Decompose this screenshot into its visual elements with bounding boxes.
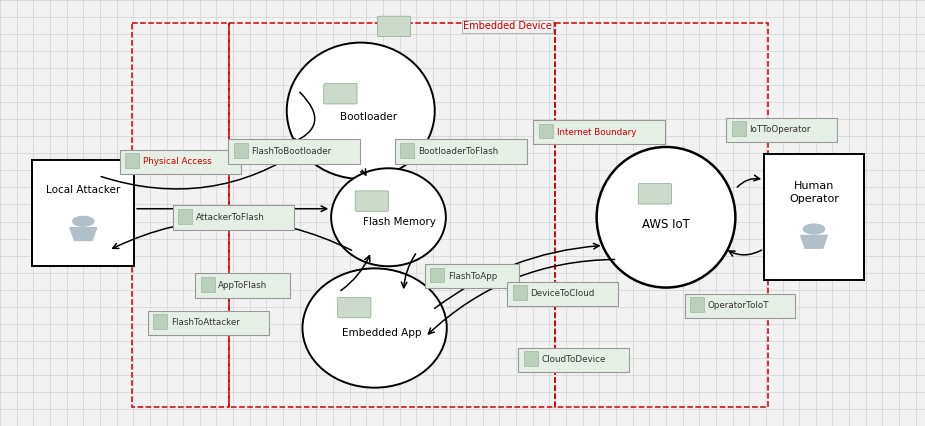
Text: BootloaderToFlash: BootloaderToFlash xyxy=(418,147,498,156)
Text: Embedded Device: Embedded Device xyxy=(463,21,552,32)
FancyBboxPatch shape xyxy=(148,311,268,335)
FancyBboxPatch shape xyxy=(355,191,388,211)
FancyBboxPatch shape xyxy=(228,139,360,164)
Text: AppToFlash: AppToFlash xyxy=(218,281,267,290)
FancyBboxPatch shape xyxy=(539,124,553,138)
Circle shape xyxy=(73,216,93,226)
Text: Flash Memory: Flash Memory xyxy=(364,217,436,227)
FancyBboxPatch shape xyxy=(684,294,796,318)
FancyBboxPatch shape xyxy=(401,143,414,158)
Text: Physical Access: Physical Access xyxy=(142,157,212,167)
Text: AWS IoT: AWS IoT xyxy=(642,219,690,231)
Text: DeviceToCloud: DeviceToCloud xyxy=(530,289,595,299)
Text: OperatorToIoT: OperatorToIoT xyxy=(708,301,770,311)
FancyBboxPatch shape xyxy=(638,184,672,204)
Text: IoTToOperator: IoTToOperator xyxy=(749,125,811,135)
FancyBboxPatch shape xyxy=(234,143,248,158)
FancyBboxPatch shape xyxy=(178,209,192,224)
FancyBboxPatch shape xyxy=(154,314,167,329)
Ellipse shape xyxy=(331,168,446,266)
FancyBboxPatch shape xyxy=(512,285,526,300)
FancyBboxPatch shape xyxy=(201,277,215,292)
Text: Local Attacker: Local Attacker xyxy=(46,184,120,195)
Text: Human
Operator: Human Operator xyxy=(789,181,839,204)
FancyBboxPatch shape xyxy=(430,268,444,282)
Polygon shape xyxy=(801,236,827,248)
Ellipse shape xyxy=(287,43,435,179)
FancyBboxPatch shape xyxy=(507,282,618,306)
Polygon shape xyxy=(70,228,96,240)
FancyBboxPatch shape xyxy=(425,264,519,288)
FancyBboxPatch shape xyxy=(726,118,837,142)
Text: FlashToBootloader: FlashToBootloader xyxy=(252,147,331,156)
Circle shape xyxy=(804,224,824,234)
FancyBboxPatch shape xyxy=(764,155,864,280)
FancyBboxPatch shape xyxy=(32,160,134,266)
Ellipse shape xyxy=(597,147,735,288)
FancyBboxPatch shape xyxy=(172,205,294,230)
FancyBboxPatch shape xyxy=(338,297,371,318)
Text: CloudToDevice: CloudToDevice xyxy=(541,355,606,365)
Text: FlashToAttacker: FlashToAttacker xyxy=(170,318,240,328)
FancyBboxPatch shape xyxy=(395,139,526,164)
FancyBboxPatch shape xyxy=(534,120,665,144)
FancyBboxPatch shape xyxy=(126,153,140,168)
FancyBboxPatch shape xyxy=(690,297,704,312)
FancyBboxPatch shape xyxy=(377,16,411,37)
Text: FlashToApp: FlashToApp xyxy=(448,271,497,281)
Text: Bootloader: Bootloader xyxy=(339,112,397,122)
Text: Internet Boundary: Internet Boundary xyxy=(557,127,636,137)
Ellipse shape xyxy=(302,268,447,388)
FancyBboxPatch shape xyxy=(732,121,746,136)
FancyBboxPatch shape xyxy=(120,150,240,174)
Text: AttackerToFlash: AttackerToFlash xyxy=(196,213,265,222)
FancyBboxPatch shape xyxy=(518,348,629,372)
FancyBboxPatch shape xyxy=(195,273,290,298)
Text: Embedded App: Embedded App xyxy=(342,328,422,338)
FancyBboxPatch shape xyxy=(524,351,537,366)
FancyBboxPatch shape xyxy=(324,83,357,104)
